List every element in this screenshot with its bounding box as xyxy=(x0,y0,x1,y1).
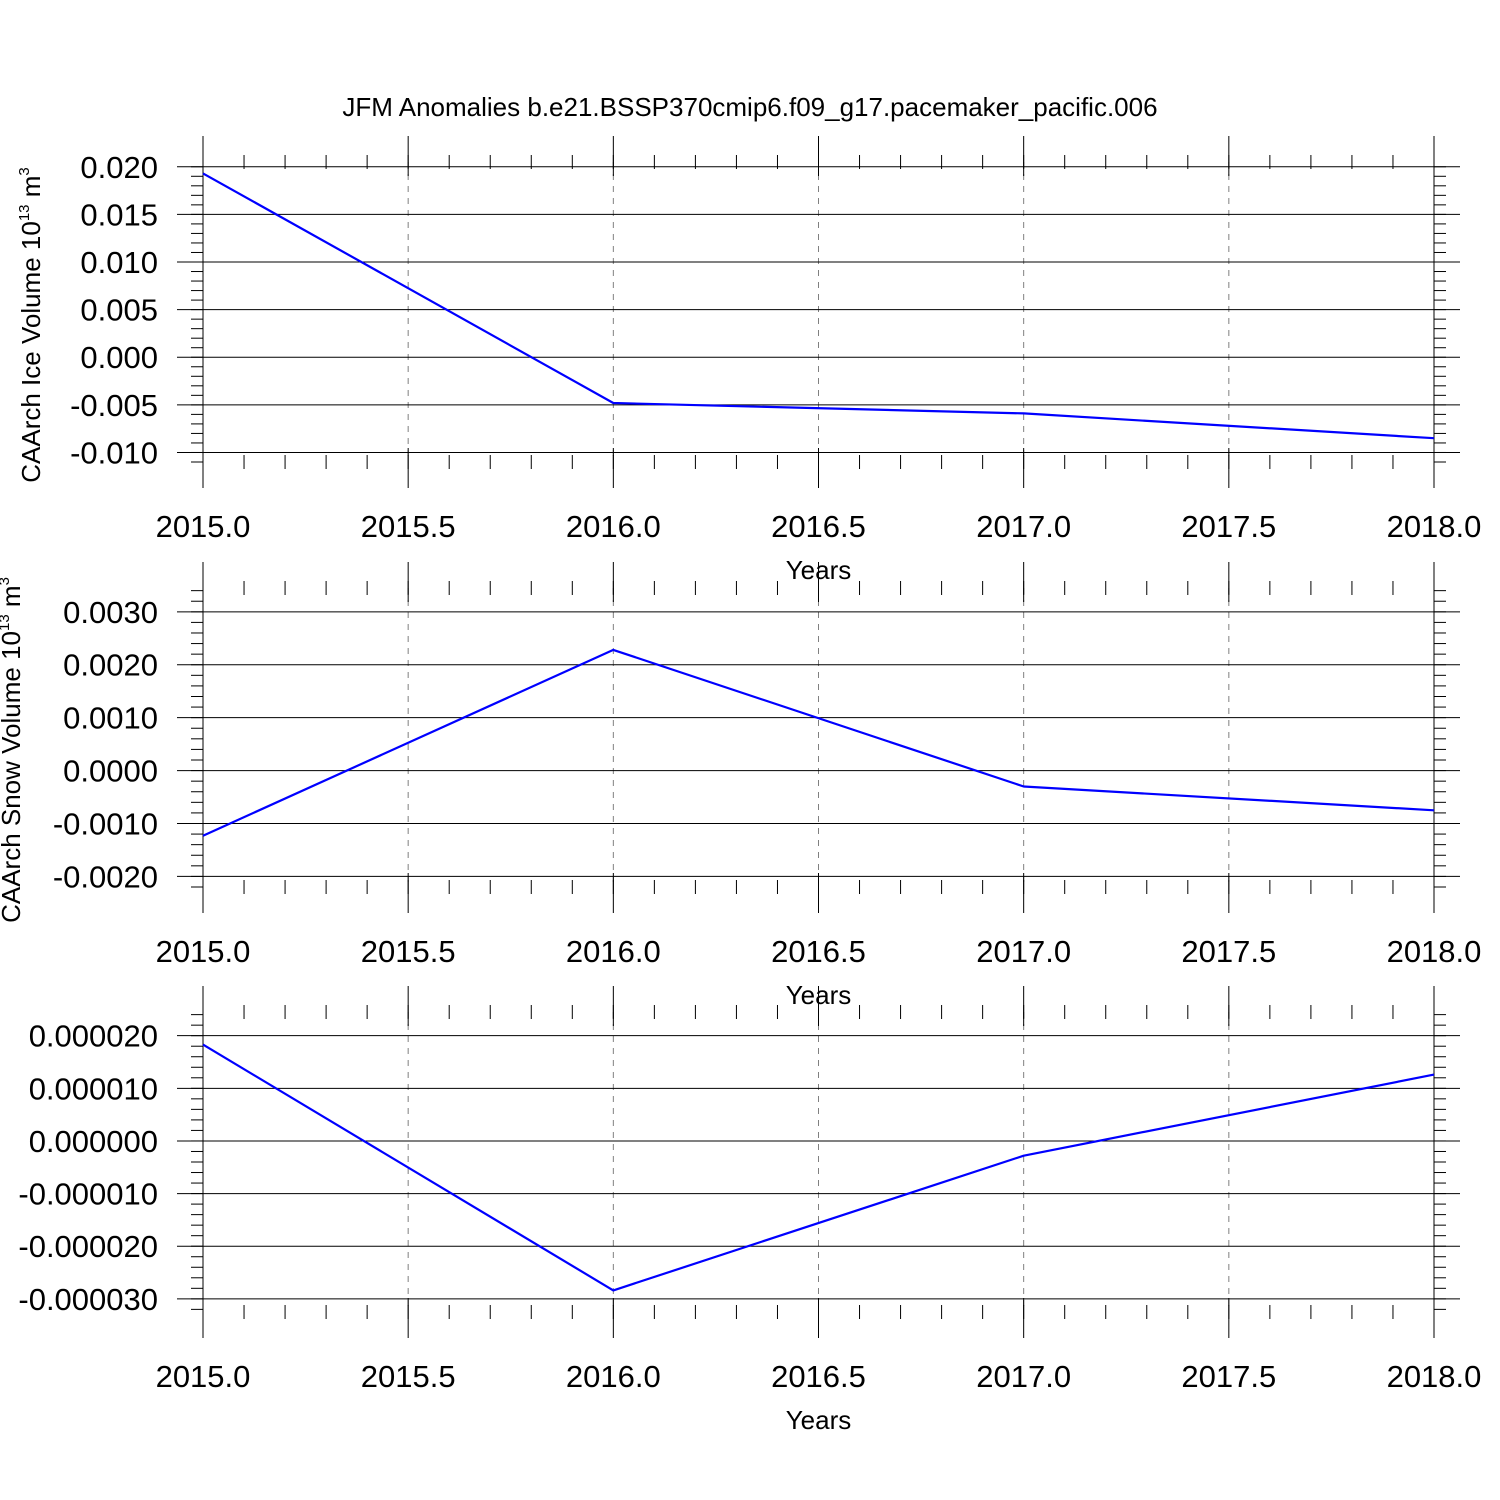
y-tick-label: -0.0010 xyxy=(53,806,158,841)
y-tick-label: 0.0010 xyxy=(63,701,158,736)
x-tick-label: 2016.5 xyxy=(771,1359,866,1394)
y-tick-label: 0.000020 xyxy=(29,1019,158,1054)
x-tick-label: 2015.5 xyxy=(361,1359,456,1394)
y-tick-label: -0.000020 xyxy=(18,1229,158,1264)
x-tick-label: 2017.0 xyxy=(976,509,1071,544)
x-tick-label: 2015.0 xyxy=(156,509,251,544)
y-tick-label: 0.020 xyxy=(80,150,158,185)
x-tick-label: 2015.0 xyxy=(156,1359,251,1394)
y-tick-label: 0.0020 xyxy=(63,648,158,683)
x-tick-label: 2018.0 xyxy=(1387,934,1482,969)
x-tick-label: 2017.5 xyxy=(1181,509,1276,544)
x-tick-label: 2015.5 xyxy=(361,934,456,969)
y-tick-label: 0.0030 xyxy=(63,595,158,630)
x-tick-label: 2017.5 xyxy=(1181,1359,1276,1394)
x-axis-label: Years xyxy=(786,1405,852,1435)
y-tick-label: 0.015 xyxy=(80,197,158,232)
x-tick-label: 2016.5 xyxy=(771,934,866,969)
x-tick-label: 2016.0 xyxy=(566,1359,661,1394)
x-tick-label: 2016.0 xyxy=(566,509,661,544)
x-tick-label: 2017.0 xyxy=(976,934,1071,969)
x-tick-label: 2017.5 xyxy=(1181,934,1276,969)
x-tick-label: 2016.0 xyxy=(566,934,661,969)
x-tick-label: 2015.0 xyxy=(156,934,251,969)
x-tick-label: 2015.5 xyxy=(361,509,456,544)
x-tick-label: 2018.0 xyxy=(1387,509,1482,544)
y-tick-label: 0.010 xyxy=(80,245,158,280)
y-tick-label: 0.000 xyxy=(80,340,158,375)
y-tick-label: -0.005 xyxy=(70,388,158,423)
y-tick-label: -0.000010 xyxy=(18,1177,158,1212)
chart-title: JFM Anomalies b.e21.BSSP370cmip6.f09_g17… xyxy=(342,92,1157,122)
y-tick-label: 0.0000 xyxy=(63,754,158,789)
y-tick-label: 0.000010 xyxy=(29,1071,158,1106)
y-tick-label: -0.0020 xyxy=(53,859,158,894)
x-tick-label: 2016.5 xyxy=(771,509,866,544)
y-tick-label: 0.000000 xyxy=(29,1124,158,1159)
y-tick-label: 0.005 xyxy=(80,293,158,328)
x-tick-label: 2018.0 xyxy=(1387,1359,1482,1394)
y-tick-label: -0.010 xyxy=(70,435,158,470)
y-tick-label: -0.000030 xyxy=(18,1282,158,1317)
x-tick-label: 2017.0 xyxy=(976,1359,1071,1394)
